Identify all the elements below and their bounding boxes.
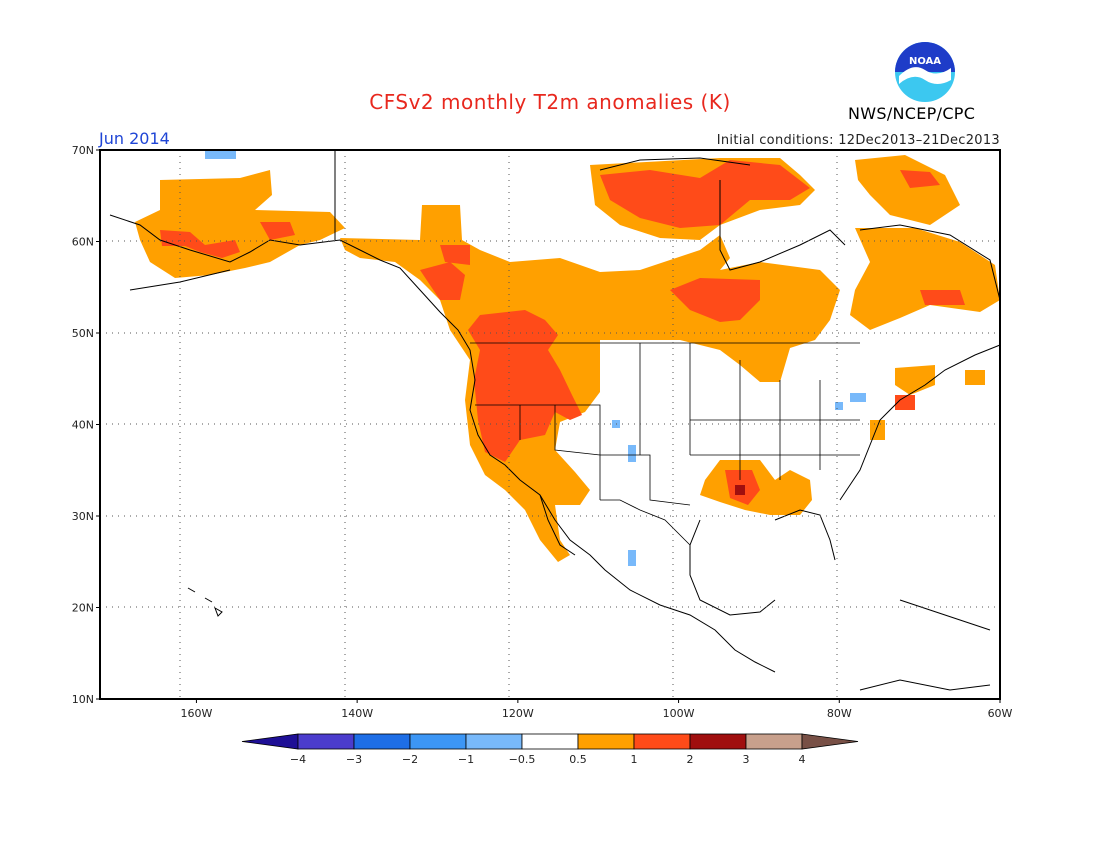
colorbar-label: −3 [346, 753, 362, 766]
coastlines [109, 150, 1001, 691]
colorbar-segment [745, 733, 803, 750]
political-borders [470, 342, 860, 546]
colorbar-label: −2 [402, 753, 418, 766]
graticule [100, 150, 1000, 699]
latitude-ticks: 70N 60N 50N 40N 30N 20N 10N [72, 144, 100, 706]
lat-tick-label: 10N [72, 693, 94, 706]
lat-tick-label: 40N [72, 419, 94, 432]
colorbar: −4 −3 −2 −1 −0.5 0.5 1 2 3 4 [241, 733, 859, 766]
colorbar-segment [521, 733, 579, 750]
initial-conditions: Initial conditions: 12Dec2013–21Dec2013 [716, 133, 1000, 148]
lon-tick-label: 160W [180, 707, 212, 720]
colorbar-left-arrow [241, 733, 299, 750]
lat-tick-label: 30N [72, 510, 94, 523]
colorbar-segment [689, 733, 747, 750]
colorbar-label: −1 [458, 753, 474, 766]
noaa-logo: NOAA [893, 40, 957, 108]
colorbar-segment [633, 733, 691, 750]
colorbar-label: 0.5 [569, 753, 587, 766]
colorbar-segment [409, 733, 467, 750]
colorbar-segment [577, 733, 635, 750]
longitude-ticks: 160W 140W 120W 100W 80W 60W [180, 699, 1013, 720]
lon-tick-label: 80W [827, 707, 852, 720]
colorbar-label: −4 [290, 753, 306, 766]
map-title: CFSv2 monthly T2m anomalies (K) [369, 90, 731, 114]
lon-tick-label: 60W [988, 707, 1013, 720]
lon-tick-label: 120W [502, 707, 534, 720]
lon-tick-label: 100W [663, 707, 695, 720]
valid-month: Jun 2014 [99, 129, 170, 148]
colorbar-label: −0.5 [509, 753, 536, 766]
lat-tick-label: 70N [72, 144, 94, 157]
lat-tick-label: 50N [72, 327, 94, 340]
lon-tick-label: 140W [341, 707, 373, 720]
agency-label: NWS/NCEP/CPC [848, 104, 976, 123]
logo-text: NOAA [909, 56, 941, 67]
lat-tick-label: 60N [72, 236, 94, 249]
colorbar-label: 1 [631, 753, 638, 766]
colorbar-label: 3 [743, 753, 750, 766]
colorbar-label: 2 [687, 753, 694, 766]
colorbar-segment [353, 733, 411, 750]
colorbar-label: 4 [799, 753, 806, 766]
lat-tick-label: 20N [72, 602, 94, 615]
colorbar-segment [297, 733, 355, 750]
colorbar-right-arrow [801, 733, 859, 750]
colorbar-segment [465, 733, 523, 750]
anomaly-shading [135, 150, 1000, 566]
